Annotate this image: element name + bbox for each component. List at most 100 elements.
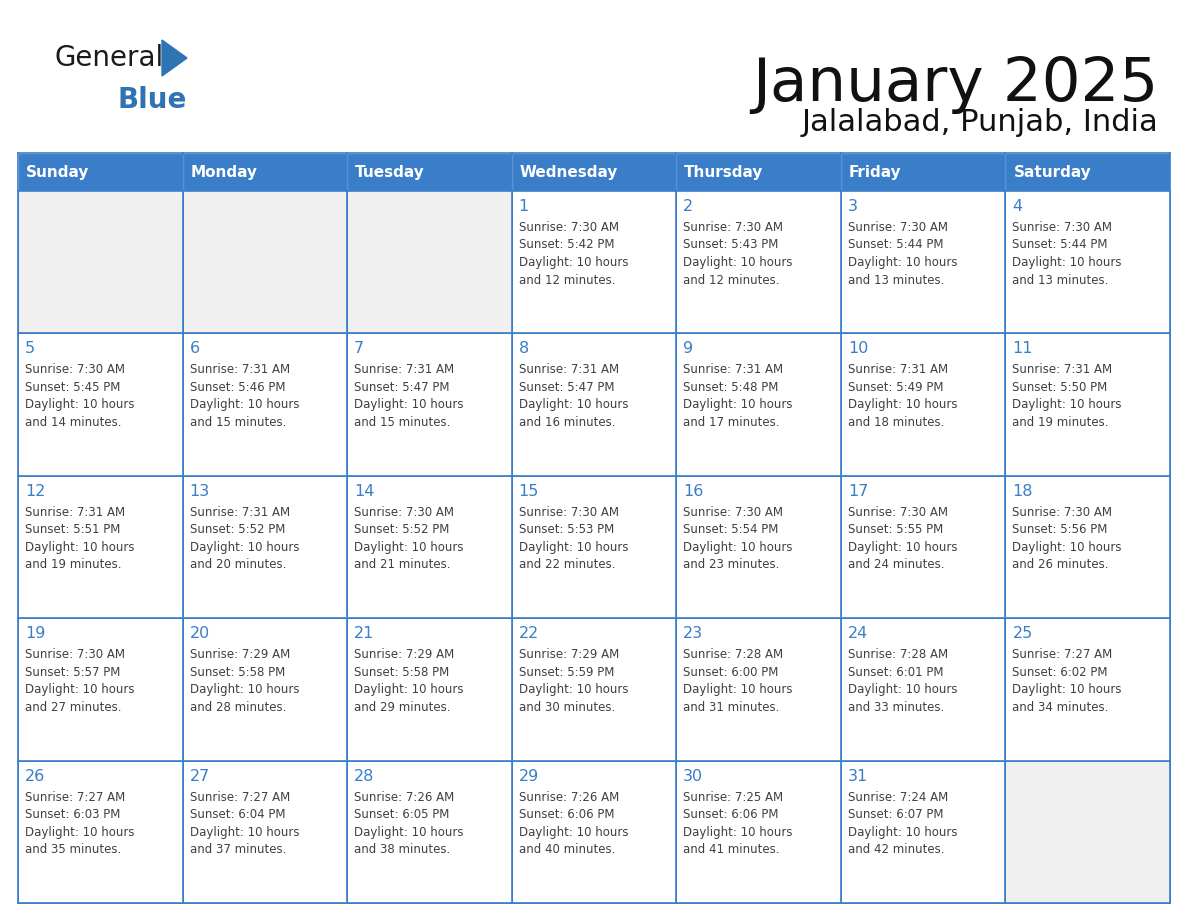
Text: 9: 9 <box>683 341 694 356</box>
Text: 25: 25 <box>1012 626 1032 641</box>
Text: General: General <box>55 44 164 72</box>
Text: 13: 13 <box>190 484 210 498</box>
Text: Sunrise: 7:29 AM
Sunset: 5:58 PM
Daylight: 10 hours
and 29 minutes.: Sunrise: 7:29 AM Sunset: 5:58 PM Dayligh… <box>354 648 463 713</box>
Bar <box>347 191 512 333</box>
Bar <box>512 333 676 476</box>
Text: Monday: Monday <box>190 164 258 180</box>
Text: 1: 1 <box>519 199 529 214</box>
Text: 29: 29 <box>519 768 539 784</box>
Bar <box>18 153 183 191</box>
Bar <box>18 333 183 476</box>
Text: 30: 30 <box>683 768 703 784</box>
Text: Sunrise: 7:31 AM
Sunset: 5:46 PM
Daylight: 10 hours
and 15 minutes.: Sunrise: 7:31 AM Sunset: 5:46 PM Dayligh… <box>190 364 299 429</box>
Bar <box>841 153 1005 191</box>
Bar <box>676 191 841 333</box>
Text: Sunrise: 7:30 AM
Sunset: 5:53 PM
Daylight: 10 hours
and 22 minutes.: Sunrise: 7:30 AM Sunset: 5:53 PM Dayligh… <box>519 506 628 571</box>
Text: Blue: Blue <box>118 86 187 114</box>
Text: 21: 21 <box>354 626 374 641</box>
Text: 15: 15 <box>519 484 539 498</box>
Text: Sunrise: 7:30 AM
Sunset: 5:42 PM
Daylight: 10 hours
and 12 minutes.: Sunrise: 7:30 AM Sunset: 5:42 PM Dayligh… <box>519 221 628 286</box>
Bar <box>676 333 841 476</box>
Text: Sunrise: 7:31 AM
Sunset: 5:48 PM
Daylight: 10 hours
and 17 minutes.: Sunrise: 7:31 AM Sunset: 5:48 PM Dayligh… <box>683 364 792 429</box>
Text: Jalalabad, Punjab, India: Jalalabad, Punjab, India <box>801 108 1158 137</box>
Text: Sunrise: 7:31 AM
Sunset: 5:52 PM
Daylight: 10 hours
and 20 minutes.: Sunrise: 7:31 AM Sunset: 5:52 PM Dayligh… <box>190 506 299 571</box>
Text: Friday: Friday <box>849 164 902 180</box>
Text: Sunrise: 7:30 AM
Sunset: 5:43 PM
Daylight: 10 hours
and 12 minutes.: Sunrise: 7:30 AM Sunset: 5:43 PM Dayligh… <box>683 221 792 286</box>
Text: Sunrise: 7:30 AM
Sunset: 5:54 PM
Daylight: 10 hours
and 23 minutes.: Sunrise: 7:30 AM Sunset: 5:54 PM Dayligh… <box>683 506 792 571</box>
Text: Sunrise: 7:27 AM
Sunset: 6:04 PM
Daylight: 10 hours
and 37 minutes.: Sunrise: 7:27 AM Sunset: 6:04 PM Dayligh… <box>190 790 299 856</box>
Bar <box>676 153 841 191</box>
Text: 7: 7 <box>354 341 365 356</box>
Text: 26: 26 <box>25 768 45 784</box>
Text: 28: 28 <box>354 768 374 784</box>
Text: Sunrise: 7:30 AM
Sunset: 5:55 PM
Daylight: 10 hours
and 24 minutes.: Sunrise: 7:30 AM Sunset: 5:55 PM Dayligh… <box>848 506 958 571</box>
Bar <box>676 761 841 903</box>
Bar <box>183 618 347 761</box>
Text: 16: 16 <box>683 484 703 498</box>
Text: Sunrise: 7:29 AM
Sunset: 5:58 PM
Daylight: 10 hours
and 28 minutes.: Sunrise: 7:29 AM Sunset: 5:58 PM Dayligh… <box>190 648 299 713</box>
Text: Sunrise: 7:31 AM
Sunset: 5:51 PM
Daylight: 10 hours
and 19 minutes.: Sunrise: 7:31 AM Sunset: 5:51 PM Dayligh… <box>25 506 134 571</box>
Text: 24: 24 <box>848 626 868 641</box>
Text: Sunrise: 7:30 AM
Sunset: 5:56 PM
Daylight: 10 hours
and 26 minutes.: Sunrise: 7:30 AM Sunset: 5:56 PM Dayligh… <box>1012 506 1121 571</box>
Text: Sunrise: 7:26 AM
Sunset: 6:06 PM
Daylight: 10 hours
and 40 minutes.: Sunrise: 7:26 AM Sunset: 6:06 PM Dayligh… <box>519 790 628 856</box>
Text: Sunrise: 7:31 AM
Sunset: 5:50 PM
Daylight: 10 hours
and 19 minutes.: Sunrise: 7:31 AM Sunset: 5:50 PM Dayligh… <box>1012 364 1121 429</box>
Text: 12: 12 <box>25 484 45 498</box>
Text: Sunrise: 7:31 AM
Sunset: 5:47 PM
Daylight: 10 hours
and 16 minutes.: Sunrise: 7:31 AM Sunset: 5:47 PM Dayligh… <box>519 364 628 429</box>
Text: 8: 8 <box>519 341 529 356</box>
Bar <box>512 761 676 903</box>
Polygon shape <box>162 40 187 76</box>
Bar <box>1005 761 1170 903</box>
Text: Wednesday: Wednesday <box>519 164 618 180</box>
Text: 19: 19 <box>25 626 45 641</box>
Text: 6: 6 <box>190 341 200 356</box>
Bar <box>347 761 512 903</box>
Text: 31: 31 <box>848 768 868 784</box>
Bar <box>18 618 183 761</box>
Text: Sunrise: 7:31 AM
Sunset: 5:49 PM
Daylight: 10 hours
and 18 minutes.: Sunrise: 7:31 AM Sunset: 5:49 PM Dayligh… <box>848 364 958 429</box>
Bar <box>841 476 1005 618</box>
Bar <box>676 618 841 761</box>
Bar <box>183 191 347 333</box>
Text: Sunrise: 7:28 AM
Sunset: 6:01 PM
Daylight: 10 hours
and 33 minutes.: Sunrise: 7:28 AM Sunset: 6:01 PM Dayligh… <box>848 648 958 713</box>
Text: Sunrise: 7:28 AM
Sunset: 6:00 PM
Daylight: 10 hours
and 31 minutes.: Sunrise: 7:28 AM Sunset: 6:00 PM Dayligh… <box>683 648 792 713</box>
Text: Sunrise: 7:30 AM
Sunset: 5:44 PM
Daylight: 10 hours
and 13 minutes.: Sunrise: 7:30 AM Sunset: 5:44 PM Dayligh… <box>1012 221 1121 286</box>
Text: Sunday: Sunday <box>26 164 89 180</box>
Text: 11: 11 <box>1012 341 1032 356</box>
Text: Sunrise: 7:30 AM
Sunset: 5:52 PM
Daylight: 10 hours
and 21 minutes.: Sunrise: 7:30 AM Sunset: 5:52 PM Dayligh… <box>354 506 463 571</box>
Bar <box>183 476 347 618</box>
Text: Sunrise: 7:30 AM
Sunset: 5:57 PM
Daylight: 10 hours
and 27 minutes.: Sunrise: 7:30 AM Sunset: 5:57 PM Dayligh… <box>25 648 134 713</box>
Text: Sunrise: 7:27 AM
Sunset: 6:02 PM
Daylight: 10 hours
and 34 minutes.: Sunrise: 7:27 AM Sunset: 6:02 PM Dayligh… <box>1012 648 1121 713</box>
Bar <box>347 153 512 191</box>
Text: Saturday: Saturday <box>1013 164 1092 180</box>
Text: Sunrise: 7:29 AM
Sunset: 5:59 PM
Daylight: 10 hours
and 30 minutes.: Sunrise: 7:29 AM Sunset: 5:59 PM Dayligh… <box>519 648 628 713</box>
Bar <box>18 761 183 903</box>
Bar <box>347 476 512 618</box>
Text: Sunrise: 7:31 AM
Sunset: 5:47 PM
Daylight: 10 hours
and 15 minutes.: Sunrise: 7:31 AM Sunset: 5:47 PM Dayligh… <box>354 364 463 429</box>
Bar <box>183 333 347 476</box>
Text: January 2025: January 2025 <box>752 55 1158 114</box>
Text: 5: 5 <box>25 341 36 356</box>
Text: Sunrise: 7:30 AM
Sunset: 5:44 PM
Daylight: 10 hours
and 13 minutes.: Sunrise: 7:30 AM Sunset: 5:44 PM Dayligh… <box>848 221 958 286</box>
Bar <box>347 333 512 476</box>
Text: 20: 20 <box>190 626 210 641</box>
Bar <box>183 761 347 903</box>
Bar <box>512 476 676 618</box>
Bar <box>18 476 183 618</box>
Bar <box>512 153 676 191</box>
Bar <box>1005 153 1170 191</box>
Text: 18: 18 <box>1012 484 1032 498</box>
Text: 3: 3 <box>848 199 858 214</box>
Text: 27: 27 <box>190 768 210 784</box>
Bar <box>841 191 1005 333</box>
Bar <box>512 618 676 761</box>
Bar <box>1005 476 1170 618</box>
Text: 4: 4 <box>1012 199 1023 214</box>
Bar <box>841 761 1005 903</box>
Bar <box>1005 618 1170 761</box>
Text: Sunrise: 7:27 AM
Sunset: 6:03 PM
Daylight: 10 hours
and 35 minutes.: Sunrise: 7:27 AM Sunset: 6:03 PM Dayligh… <box>25 790 134 856</box>
Text: Tuesday: Tuesday <box>355 164 425 180</box>
Bar <box>1005 333 1170 476</box>
Bar <box>183 153 347 191</box>
Text: Thursday: Thursday <box>684 164 764 180</box>
Bar <box>841 618 1005 761</box>
